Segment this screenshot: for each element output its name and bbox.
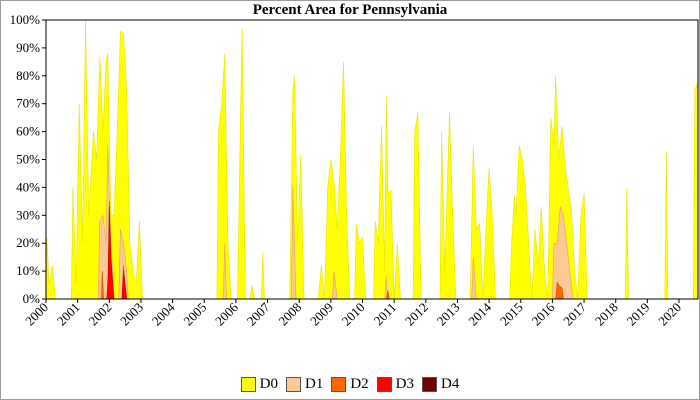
y-tick-label: 90% <box>16 40 40 55</box>
x-tick-label: 2002 <box>85 300 114 329</box>
y-tick-label: 10% <box>16 263 40 278</box>
x-tick-label: 2013 <box>434 300 463 329</box>
chart-legend: D0 D1 D2 D3 D4 <box>0 373 700 395</box>
x-tick-label: 2019 <box>623 300 652 329</box>
legend-label: D1 <box>304 375 324 392</box>
x-tick-label: 2014 <box>465 299 494 328</box>
y-tick-label: 0% <box>23 291 41 306</box>
x-tick-label: 2007 <box>244 299 273 328</box>
legend-label: D2 <box>350 375 369 392</box>
legend-label: D0 <box>259 375 278 392</box>
y-tick-label: 20% <box>16 235 40 250</box>
legend-swatch <box>240 376 256 392</box>
x-tick-label: 2018 <box>592 300 621 329</box>
x-tick-label: 2010 <box>339 300 368 329</box>
y-tick-label: 50% <box>16 152 40 167</box>
legend-label: D4 <box>441 375 460 392</box>
x-tick-label: 2005 <box>180 300 209 329</box>
x-tick-label: 2012 <box>402 300 431 329</box>
series-d0-area <box>45 19 699 300</box>
legend-swatch <box>376 376 392 392</box>
y-tick-label: 70% <box>16 96 40 111</box>
plot-border <box>45 19 699 300</box>
legend-item-d4: D4 <box>422 376 459 393</box>
x-tick-label: 2020 <box>655 300 684 329</box>
legend-item-d2: D2 <box>331 375 369 393</box>
x-tick-label: 2006 <box>212 299 241 328</box>
x-tick-label: 2001 <box>54 300 83 329</box>
x-tick-label: 2015 <box>497 300 526 329</box>
legend-swatch <box>422 376 438 392</box>
legend-item-d0: D0 <box>240 375 278 393</box>
x-tick-label: 2008 <box>275 300 304 329</box>
legend-item-d3: D3 <box>376 375 415 393</box>
chart-title: Percent Area for Pennsylvania <box>252 2 448 18</box>
y-tick-label: 60% <box>16 124 40 139</box>
legend-swatch <box>285 376 301 392</box>
x-tick-label: 2003 <box>117 300 146 329</box>
y-tick-label: 30% <box>16 207 40 222</box>
y-tick-label: 80% <box>16 68 40 83</box>
y-tick-label: 40% <box>16 179 40 194</box>
x-tick-label: 2016 <box>529 299 558 328</box>
series-layer <box>45 19 699 300</box>
x-tick-label: 2011 <box>371 300 400 329</box>
legend-label: D3 <box>395 375 415 392</box>
x-tick-label: 2004 <box>149 299 178 328</box>
x-tick-label: 2009 <box>307 300 336 329</box>
x-tick-label: 2017 <box>560 299 589 328</box>
legend-swatch <box>331 376 347 392</box>
y-tick-label: 100% <box>10 12 41 27</box>
legend-item-d1: D1 <box>285 375 324 393</box>
